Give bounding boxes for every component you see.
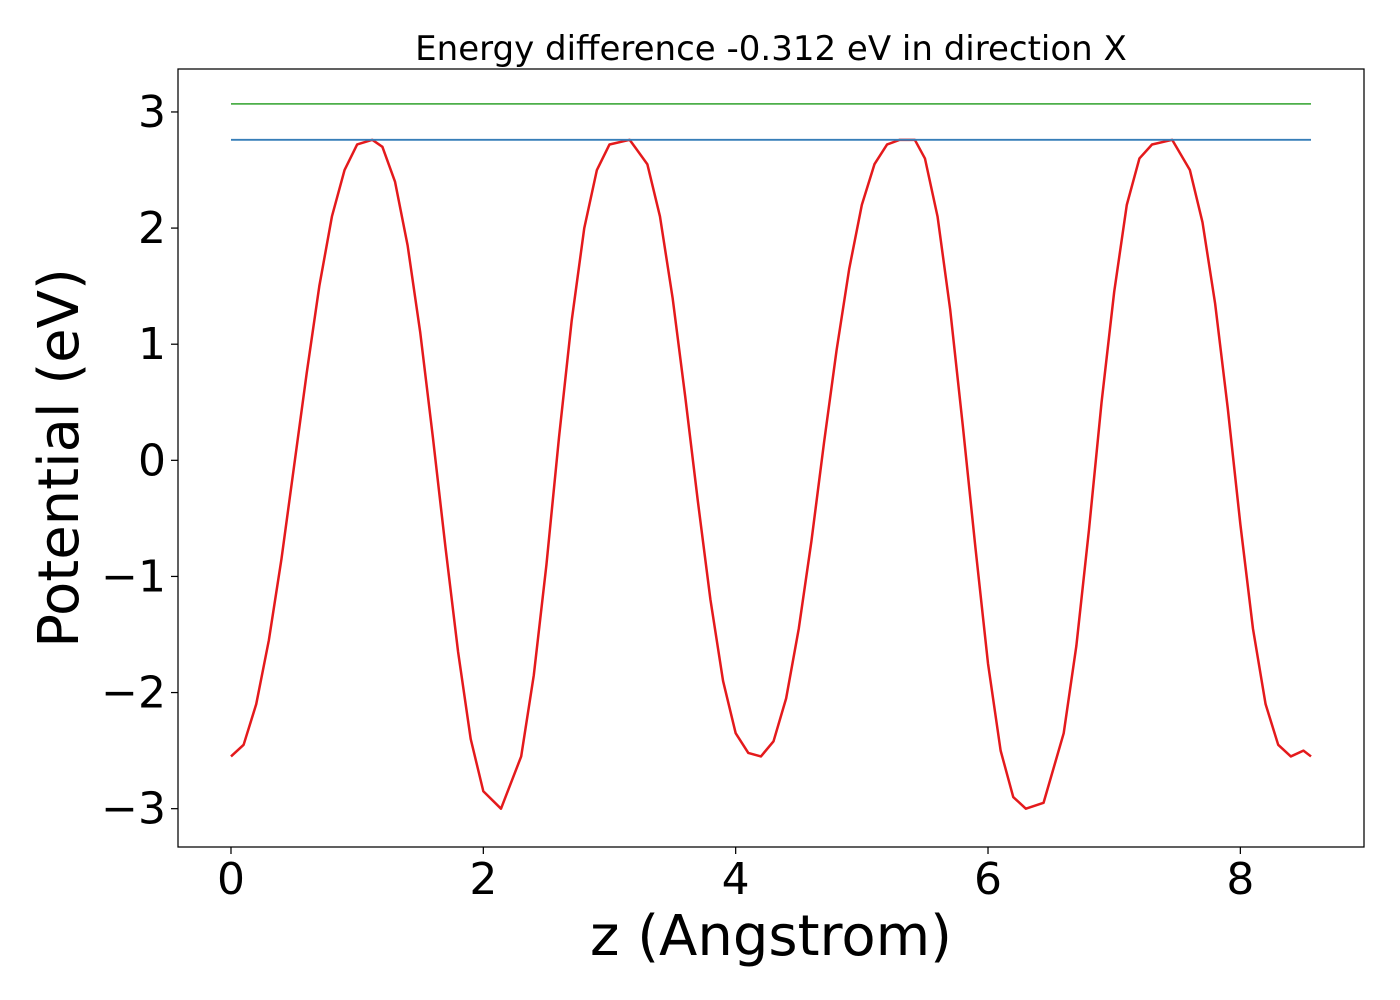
y-tick-label: 2	[138, 203, 166, 254]
y-tick-label: 0	[138, 435, 166, 486]
x-axis-ticks: 0 2 4 6 8	[217, 847, 1254, 905]
y-tick-label: 3	[138, 87, 166, 138]
series-line-0-potential	[230, 138, 1312, 810]
y-tick-label: 1	[138, 319, 166, 370]
x-axis-label: z (Angstrom)	[590, 904, 952, 969]
x-tick-label: 2	[469, 854, 497, 905]
x-tick-label: 0	[217, 854, 245, 905]
y-tick-label: −1	[101, 551, 166, 602]
y-tick-label: −3	[101, 784, 166, 835]
y-axis-ticks: −3 −2 −1 0 1 2 3	[101, 87, 178, 835]
x-tick-label: 6	[974, 854, 1002, 905]
chart-title: Energy difference -0.312 eV in direction…	[415, 29, 1127, 69]
plot-frame	[177, 68, 1365, 848]
series-layer	[230, 102, 1312, 810]
y-tick-label: −2	[101, 668, 166, 719]
x-tick-label: 8	[1226, 854, 1254, 905]
x-tick-label: 4	[722, 854, 750, 905]
y-axis-label: Potential (eV)	[27, 268, 92, 648]
